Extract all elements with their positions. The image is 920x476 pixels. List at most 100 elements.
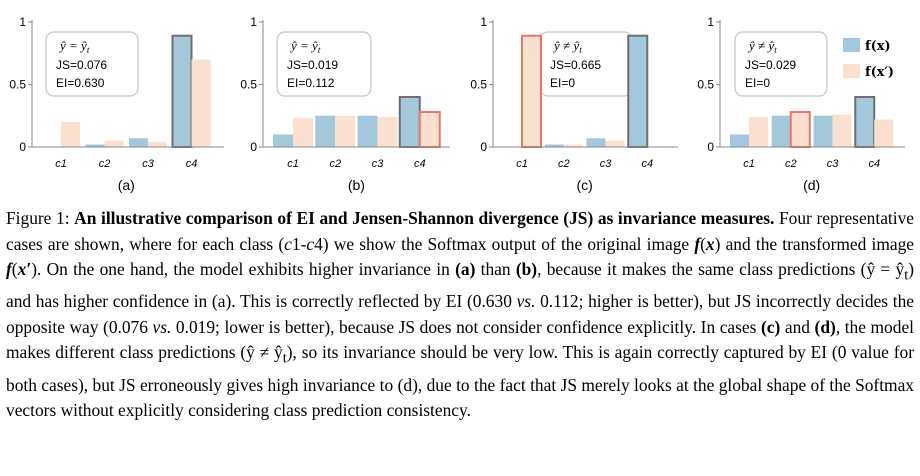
annotation-box [276, 31, 372, 97]
x-tick-label: c2 [99, 158, 111, 170]
caption-ref-d: (d) [814, 316, 836, 337]
x-tick-label: c3 [142, 158, 155, 170]
y-tick-label: 0 [480, 140, 487, 154]
x-tick-label: c4 [186, 158, 198, 170]
chart-panel-a: 0 0.5 1 c1 c2 c3 c4 ŷ = ŷt JS=0.076 EI=0.630 (a) [9, 15, 224, 193]
caption-subscript: t [282, 350, 287, 367]
x-tick-label: c2 [558, 158, 570, 170]
caption-text: Four representative cases are shown, whe… [6, 208, 914, 254]
annotation-ei: EI=0.630 [56, 76, 105, 90]
annotation-ei: EI=0 [550, 76, 575, 90]
caption-text: ) and has higher confidence in (a). This… [6, 259, 915, 312]
x-tick-label: c3 [600, 158, 613, 170]
annotation-header: ŷ = ŷt [58, 38, 90, 55]
x-tick-label: c4 [641, 158, 653, 170]
y-tick-label: 0 [250, 140, 257, 154]
chart-panel-d: 0 0.5 1 c1 c2 c3 c4 ŷ ≠ ŷt JS=0.029 EI=0 (d) f(x) f(… [697, 15, 905, 193]
bar-original-c4 [627, 34, 649, 148]
y-tick-label: 1 [250, 15, 257, 29]
figure-caption: Figure 1: An illustrative comparison of … [6, 208, 915, 421]
caption-ref-a: (a) [455, 259, 476, 280]
bar-transformed-c3 [377, 117, 398, 147]
caption-text: , because it makes the same class predic… [537, 259, 905, 280]
legend-swatch [843, 64, 860, 78]
caption-math-x-prime: x′ [17, 259, 32, 280]
caption-ref-b: (b) [515, 259, 538, 280]
caption-text: 0.112; higher is better), but JS incorre… [6, 291, 914, 337]
y-tick-label: 1 [19, 15, 26, 29]
bar-transformed-c4 [874, 119, 894, 147]
bar-original-c3 [586, 138, 606, 147]
legend-label: f(x′) [865, 65, 894, 80]
panel-label: (a) [118, 177, 135, 193]
panel-label: (b) [348, 177, 365, 193]
bar-original-c4 [398, 96, 421, 148]
bar-transformed-c1 [521, 34, 542, 148]
bar-original-c2 [544, 144, 564, 147]
y-tick-label: 1 [480, 15, 487, 29]
annotation-js: JS=0.076 [56, 58, 107, 72]
bar-original-c3 [129, 138, 148, 147]
bar-transformed-c1 [749, 117, 768, 147]
y-tick-label: 0.5 [240, 78, 257, 92]
caption-text: and the transformed image [720, 233, 914, 254]
bar-original-c4 [854, 96, 876, 148]
x-tick-label: c4 [414, 158, 426, 170]
x-tick-label: c1 [55, 158, 67, 170]
legend-label: f(x) [865, 39, 891, 54]
caption-text: ), so its invariance should be very low.… [6, 342, 914, 421]
y-tick-label: 1 [707, 15, 714, 29]
x-tick-label: c1 [287, 158, 299, 170]
y-tick-label: 0.5 [9, 78, 26, 92]
caption-math-f: f [694, 233, 701, 254]
x-tick-label: c2 [329, 158, 341, 170]
bar-original-c1 [273, 134, 293, 147]
figure-panels: 0 0.5 1 c1 c2 c3 c4 ŷ = ŷt JS=0.076 EI=0.630 (a) 0 0… [0, 0, 920, 200]
x-tick-label: c3 [827, 158, 840, 170]
annotation-box [734, 31, 828, 97]
annotation-ei: EI=0 [745, 76, 770, 90]
x-tick-label: c1 [743, 158, 755, 170]
bar-original-c2 [771, 115, 791, 147]
bar-transformed-c4 [191, 59, 211, 147]
caption-vs: vs. [516, 291, 536, 312]
caption-ref-c: (c) [760, 316, 781, 337]
annotation-box [45, 31, 139, 97]
caption-text: . On the one hand, the model exhibits hi… [36, 259, 456, 280]
annotation-js: JS=0.019 [287, 58, 338, 72]
caption-text: 4) we show the Softmax output of the ori… [314, 233, 695, 254]
caption-math-f: f [6, 259, 12, 280]
annotation-header: ŷ ≠ ŷt [747, 38, 777, 55]
figure-label: Figure 1: [6, 208, 70, 228]
caption-text: 1- [291, 233, 307, 254]
caption-text: and [780, 316, 815, 337]
annotation-js: JS=0.665 [550, 58, 601, 72]
bar-transformed-c2 [563, 144, 583, 147]
annotation-header: ŷ = ŷt [289, 38, 321, 55]
bar-original-c2 [315, 115, 336, 147]
x-tick-label: c1 [516, 158, 528, 170]
x-tick-label: c3 [372, 158, 385, 170]
panel-label: (c) [576, 177, 592, 193]
bar-transformed-c3 [605, 140, 625, 147]
x-tick-label: c2 [785, 158, 797, 170]
y-tick-label: 0 [19, 140, 26, 154]
caption-subscript: t [904, 267, 909, 284]
annotation-ei: EI=0.112 [287, 76, 335, 90]
caption-math-x: x [705, 233, 715, 254]
chart-panel-c: 0 0.5 1 c1 c2 c3 c4 ŷ ≠ ŷt JS=0.665 EI=0 (c) [470, 15, 678, 193]
bar-transformed-c2 [104, 140, 124, 147]
annotation-js: JS=0.029 [745, 58, 796, 72]
y-tick-label: 0 [707, 140, 714, 154]
y-tick-label: 0.5 [697, 78, 714, 92]
caption-text: , the model makes different class predic… [6, 316, 915, 363]
caption-text: 0.019; lower is better), because JS does… [171, 316, 761, 337]
bar-transformed-c1 [61, 122, 80, 147]
bar-transformed-c3 [148, 142, 167, 147]
annotation-header: ŷ ≠ ŷt [552, 38, 582, 55]
bar-original-c2 [85, 144, 105, 147]
bar-original-c1 [730, 134, 749, 147]
bar-transformed-c3 [832, 114, 852, 147]
x-tick-label: c4 [868, 158, 880, 170]
